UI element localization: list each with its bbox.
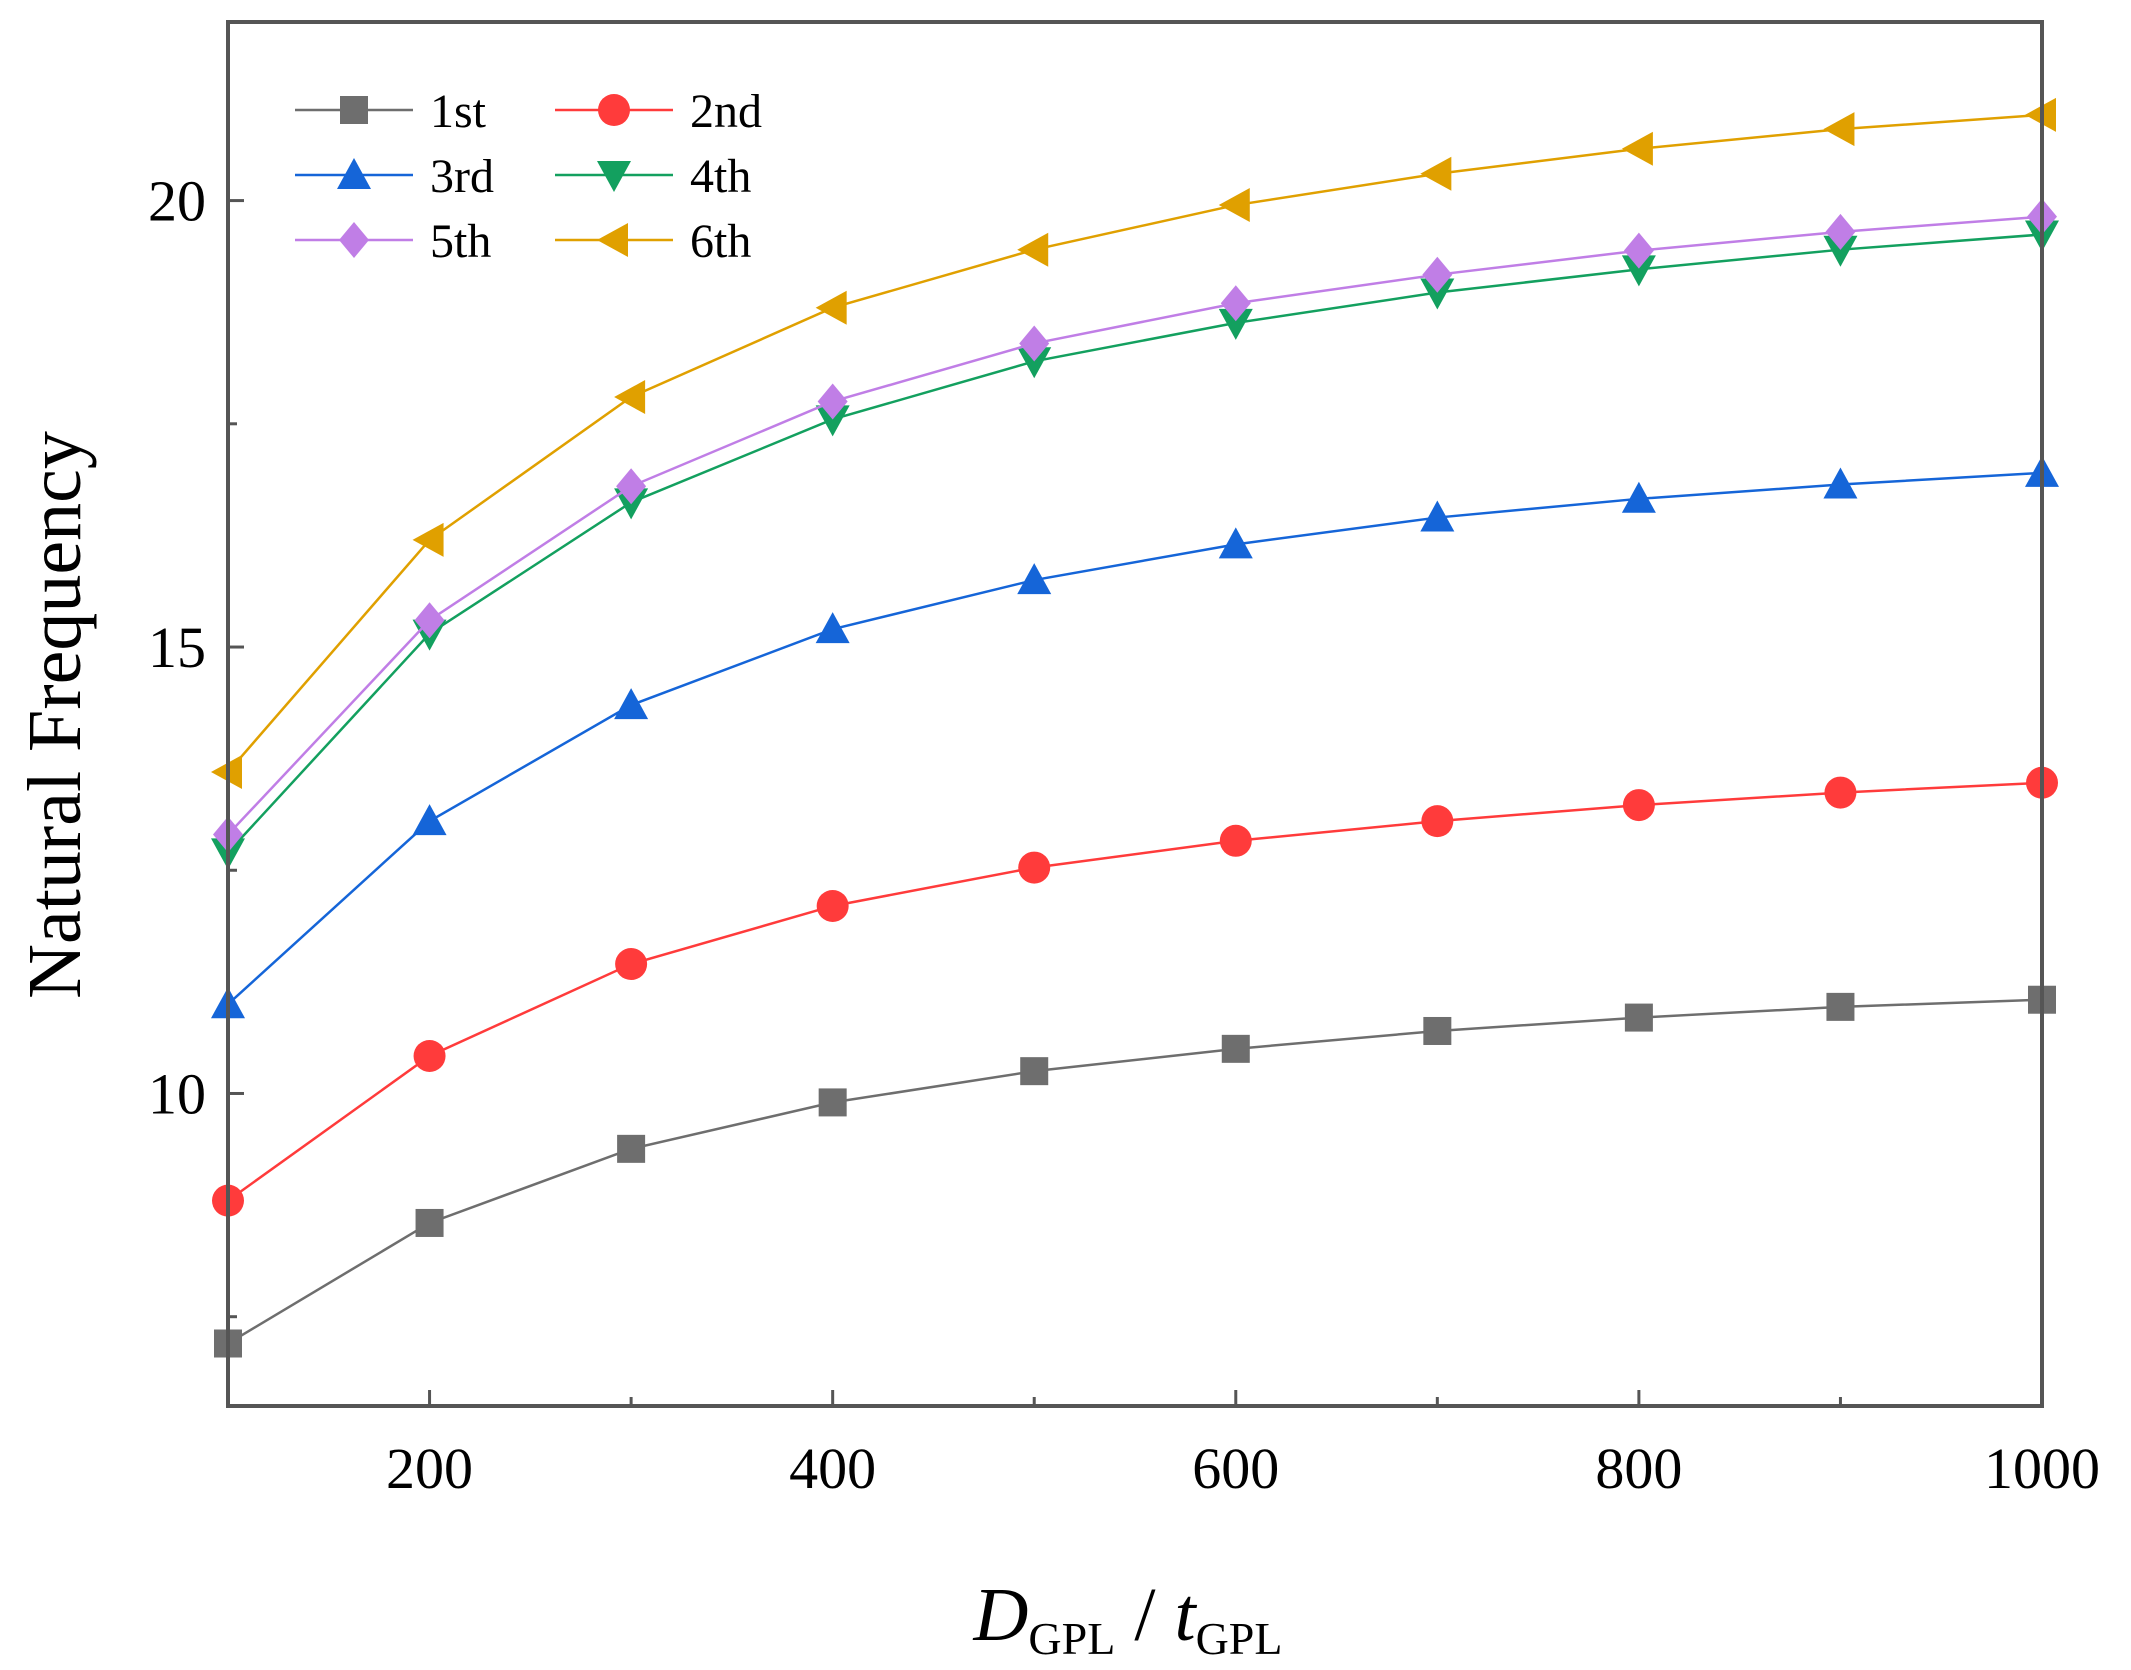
data-point-1st bbox=[415, 1208, 444, 1237]
data-point-1st bbox=[818, 1088, 847, 1117]
y-axis-title: Natural Frequency bbox=[13, 431, 97, 999]
data-point-3rd bbox=[1420, 500, 1455, 532]
data-point-5th bbox=[817, 383, 848, 420]
data-point-4th bbox=[1420, 278, 1455, 310]
data-point-6th bbox=[1218, 188, 1250, 223]
data-point-4th bbox=[815, 405, 850, 437]
data-point-1st bbox=[617, 1134, 646, 1163]
x-tick-label: 600 bbox=[1192, 1436, 1279, 1501]
x-tick-label: 200 bbox=[386, 1436, 473, 1501]
data-point-5th bbox=[1019, 325, 1050, 362]
data-point-2nd bbox=[1421, 805, 1454, 838]
x-axis-title: DGPL / tGPL bbox=[973, 1573, 1283, 1664]
data-point-6th bbox=[614, 380, 646, 415]
data-point-4th bbox=[1218, 308, 1253, 340]
plot-frame bbox=[226, 20, 2044, 1408]
legend-label: 2nd bbox=[690, 85, 762, 138]
series-6th bbox=[211, 97, 2056, 790]
legend-label: 6th bbox=[690, 215, 751, 268]
data-point-4th bbox=[1017, 347, 1052, 379]
data-point-6th bbox=[1017, 232, 1049, 267]
tick-labels: 200 400 600 800 1000 10 15 20 bbox=[148, 169, 2100, 1501]
series-line-5th bbox=[227, 215, 2043, 836]
data-point-2nd bbox=[615, 948, 648, 981]
series-3rd bbox=[211, 455, 2059, 1019]
series-line-6th bbox=[227, 113, 2043, 773]
data-point-1st bbox=[1826, 992, 1855, 1021]
data-point-3rd bbox=[1218, 527, 1253, 559]
data-point-1st bbox=[1624, 1003, 1653, 1032]
series-4th bbox=[211, 220, 2059, 870]
x-title-second-sub: GPL bbox=[1196, 1613, 1283, 1664]
legend-item-4th: 4th bbox=[555, 150, 751, 203]
y-tick-label: 15 bbox=[148, 615, 206, 680]
legend-marker bbox=[598, 94, 630, 126]
data-point-3rd bbox=[1621, 481, 1656, 513]
legend-label: 5th bbox=[430, 215, 491, 268]
series-layer bbox=[211, 97, 2059, 1358]
legend-label: 1st bbox=[430, 85, 487, 138]
y-tick-label: 10 bbox=[148, 1061, 206, 1126]
legend-label: 3rd bbox=[430, 150, 494, 203]
data-point-1st bbox=[1221, 1034, 1250, 1063]
data-point-3rd bbox=[614, 688, 649, 720]
series-line-1st bbox=[227, 998, 2043, 1345]
data-point-6th bbox=[1823, 112, 1855, 147]
data-point-6th bbox=[815, 290, 847, 325]
legend-marker bbox=[597, 223, 628, 257]
legend-item-2nd: 2nd bbox=[555, 85, 762, 138]
legend-marker bbox=[339, 222, 369, 258]
x-tick-label: 400 bbox=[789, 1436, 876, 1501]
data-point-1st bbox=[1423, 1016, 1452, 1045]
series-line-3rd bbox=[227, 471, 2043, 1006]
x-tick-label: 1000 bbox=[1984, 1436, 2100, 1501]
x-title-main: D bbox=[973, 1573, 1029, 1657]
series-line-4th bbox=[227, 233, 2043, 854]
data-point-5th bbox=[1623, 232, 1654, 269]
data-point-5th bbox=[1422, 256, 1453, 293]
data-point-2nd bbox=[1219, 824, 1252, 857]
data-point-6th bbox=[1420, 156, 1452, 191]
legend-item-6th: 6th bbox=[555, 215, 751, 268]
x-title-second: t bbox=[1174, 1573, 1197, 1657]
data-point-2nd bbox=[1018, 851, 1051, 884]
legend-marker bbox=[337, 158, 371, 189]
legend-marker bbox=[597, 161, 631, 192]
data-point-5th bbox=[1220, 285, 1251, 322]
legend-label: 4th bbox=[690, 150, 751, 203]
data-point-2nd bbox=[1824, 776, 1857, 809]
data-point-3rd bbox=[1823, 467, 1858, 499]
series-1st bbox=[214, 985, 2056, 1358]
x-tick-label: 800 bbox=[1595, 1436, 1682, 1501]
series-2nd bbox=[212, 766, 2058, 1217]
x-title-main-sub: GPL bbox=[1028, 1613, 1115, 1664]
y-tick-label: 20 bbox=[148, 169, 206, 234]
data-point-5th bbox=[1825, 213, 1856, 250]
data-point-3rd bbox=[815, 612, 850, 644]
data-point-3rd bbox=[412, 804, 447, 836]
data-point-5th bbox=[616, 468, 647, 505]
legend-item-3rd: 3rd bbox=[295, 150, 494, 203]
legend-item-5th: 5th bbox=[295, 215, 491, 268]
x-title-sep: / bbox=[1115, 1573, 1174, 1657]
data-point-1st bbox=[1020, 1057, 1049, 1086]
data-point-2nd bbox=[1622, 789, 1655, 822]
data-point-5th bbox=[414, 602, 445, 639]
series-line-2nd bbox=[227, 781, 2043, 1202]
data-point-4th bbox=[1823, 235, 1858, 267]
data-point-2nd bbox=[413, 1039, 446, 1072]
data-point-2nd bbox=[816, 889, 849, 922]
data-point-6th bbox=[412, 522, 444, 557]
legend-marker bbox=[340, 96, 368, 124]
legend: 1st 2nd 3rd 4th 5th 6th bbox=[295, 85, 762, 268]
legend-item-1st: 1st bbox=[295, 85, 487, 138]
data-point-6th bbox=[1621, 131, 1653, 166]
series-5th bbox=[213, 198, 2057, 853]
data-point-3rd bbox=[1017, 563, 1052, 595]
data-point-4th bbox=[1621, 255, 1656, 287]
axis-ticks bbox=[226, 199, 2044, 1406]
